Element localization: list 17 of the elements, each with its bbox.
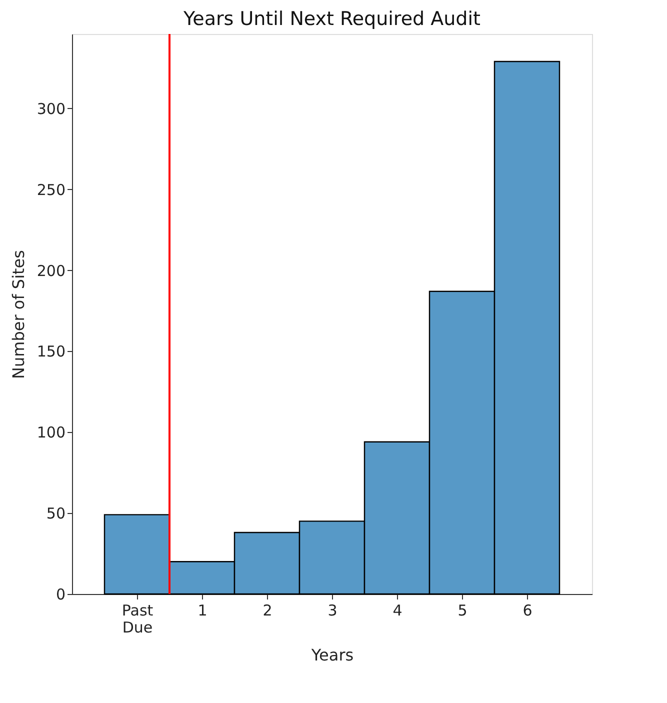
y-axis-title: Number of Sites: [8, 250, 28, 379]
y-tick-label: 300: [36, 100, 66, 118]
y-tick-label: 50: [46, 504, 66, 523]
x-tick-label: 3: [328, 602, 338, 620]
x-tick-label: 1: [198, 602, 208, 620]
y-tick-label: 200: [36, 262, 66, 280]
y-tick-label: 250: [36, 180, 66, 199]
x-tick-label: Past Due: [122, 602, 154, 636]
x-tick-label: 2: [262, 602, 272, 620]
y-tick-label: 100: [36, 424, 66, 442]
y-tick-label: 150: [36, 342, 66, 361]
x-tick-label: 5: [458, 602, 468, 620]
x-tick-label: 6: [522, 602, 532, 620]
y-tick-label: 0: [56, 586, 66, 604]
x-axis-title: Years: [310, 646, 354, 664]
chart-title: Years Until Next Required Audit: [182, 8, 480, 30]
x-tick-label: 4: [392, 602, 402, 620]
